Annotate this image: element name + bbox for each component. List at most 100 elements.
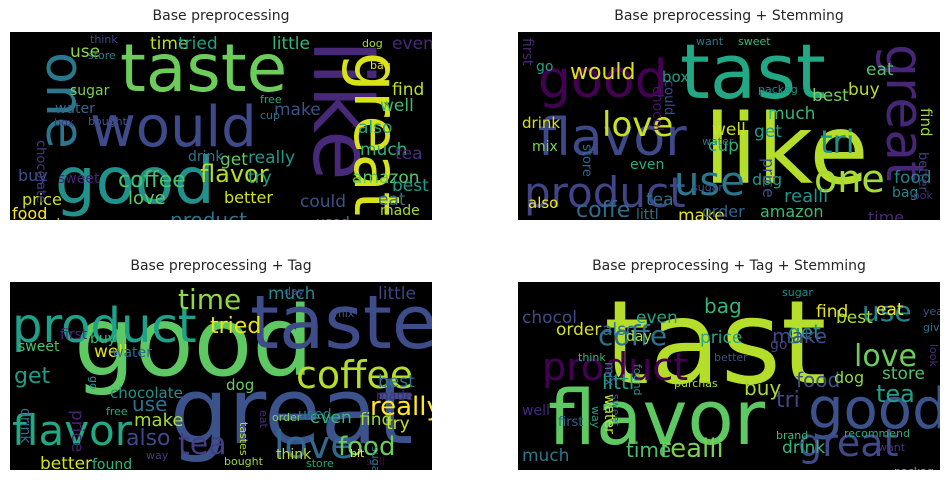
word-found: found [20, 218, 60, 220]
word-coffe: coffe [598, 319, 668, 352]
word-better: better [714, 351, 748, 364]
word-eat: eat [378, 190, 406, 210]
word-find: find [360, 410, 393, 430]
word-find: find [816, 302, 849, 322]
wordcloud-panel-stemming: Base preprocessing + Stemming tast like go… [518, 8, 940, 220]
word-flavor: flavor [200, 160, 269, 188]
word-use: use [132, 392, 168, 416]
word-much: much [360, 140, 408, 160]
word-first: first [60, 327, 88, 343]
word-sugar: sugar [70, 83, 110, 99]
word-also: also [602, 320, 637, 340]
word-tri: tri [776, 388, 800, 413]
word-go: go [87, 376, 100, 390]
word-coffe: coffe [576, 198, 631, 221]
word-water: water [112, 345, 152, 361]
word-well: well [712, 120, 746, 140]
word-sugar: sugar [692, 181, 723, 194]
word-flavor: flavor [12, 406, 133, 455]
word-get: get [220, 150, 248, 170]
word-eat: eat [866, 60, 894, 80]
word-sugar: sugar [782, 286, 813, 299]
word-realli: realli [660, 434, 724, 464]
word-tried: tried [178, 34, 218, 54]
word-better: better [40, 454, 93, 471]
word-food: food [12, 204, 48, 221]
wordcloud-panel-tag-stemming: Base preprocessing + Tag + Stemming tast… [518, 258, 940, 470]
word-even: even [636, 308, 678, 328]
wordcloud-canvas: tast like good flavor product use one love tri gr… [518, 32, 940, 220]
panel-title: Base preprocessing + Tag + Stemming [592, 258, 866, 274]
word-free: free [260, 93, 282, 106]
word-like: like [704, 94, 869, 206]
word-flavor: flavor [538, 108, 687, 168]
word-really: really [370, 392, 432, 422]
panel-title: Base preprocessing [152, 8, 290, 24]
word-get: get [788, 320, 821, 344]
word-store: store [882, 364, 925, 384]
word-water: water [601, 394, 617, 434]
word-try: try [248, 168, 272, 188]
word-chocolate: chocolate [110, 384, 183, 402]
word-store: store [88, 49, 116, 62]
word-product: product [542, 345, 689, 389]
word-food: food [338, 432, 396, 462]
word-buy: buy [90, 331, 117, 347]
wordcloud-panel-tag: Base preprocessing + Tag good great taste p… [10, 258, 432, 470]
word-find: find [392, 80, 425, 100]
word-even: even [310, 408, 352, 428]
word-way: way [589, 406, 602, 429]
word-year: year [923, 305, 940, 318]
word-look: look [927, 344, 940, 367]
word-much: much [522, 446, 570, 466]
word-drink: drink [522, 114, 561, 132]
word-eat: eat [257, 410, 270, 428]
word-well: well [522, 403, 550, 419]
word-also: also [528, 194, 559, 212]
word-love: love [274, 423, 354, 467]
word-make: make [772, 324, 827, 348]
word-sweet: sweet [18, 339, 60, 355]
word-little: little [378, 284, 416, 304]
word-good: good [55, 145, 215, 219]
word-eat: eat [876, 300, 904, 320]
word-use: use [70, 42, 101, 62]
word-brand: brand [776, 429, 809, 442]
word-mix: mix [334, 307, 355, 320]
word-best: best [378, 372, 415, 392]
word-tried: tried [210, 314, 262, 339]
word-bag: bag [892, 185, 919, 201]
word-way: way [264, 218, 286, 220]
word-even: even [392, 34, 432, 54]
word-really: really [248, 148, 295, 168]
word-make: make [678, 206, 725, 221]
word-price: price [22, 190, 62, 209]
word-amazon: amazon [352, 168, 420, 188]
word-dog: dog [362, 37, 383, 50]
word-bag: bag [704, 294, 742, 318]
word-product: product [170, 208, 247, 220]
word-try: try [386, 414, 410, 434]
word-use: use [674, 159, 745, 205]
word-think: think [90, 33, 118, 46]
word-drink: drink [188, 149, 224, 165]
word-mix: mix [532, 139, 558, 155]
word-dog: dog [752, 170, 783, 189]
word-look: look [910, 189, 933, 202]
word-used: used [298, 407, 332, 423]
word-food: food [796, 368, 841, 392]
word-used: used [316, 216, 350, 220]
word-even: even [630, 157, 665, 173]
word-best: best [836, 308, 873, 328]
word-bit: bit [350, 447, 365, 460]
word-go: go [536, 59, 554, 75]
word-better: better [915, 152, 930, 192]
word-made: made [380, 203, 420, 219]
word-packag: packag [894, 466, 934, 470]
word-one: one [814, 157, 885, 201]
word-taste: taste [250, 282, 432, 366]
word-drink: drink [17, 408, 33, 444]
word-first: first [558, 415, 584, 430]
word-want: want [878, 441, 906, 454]
word-great: great [170, 358, 414, 465]
